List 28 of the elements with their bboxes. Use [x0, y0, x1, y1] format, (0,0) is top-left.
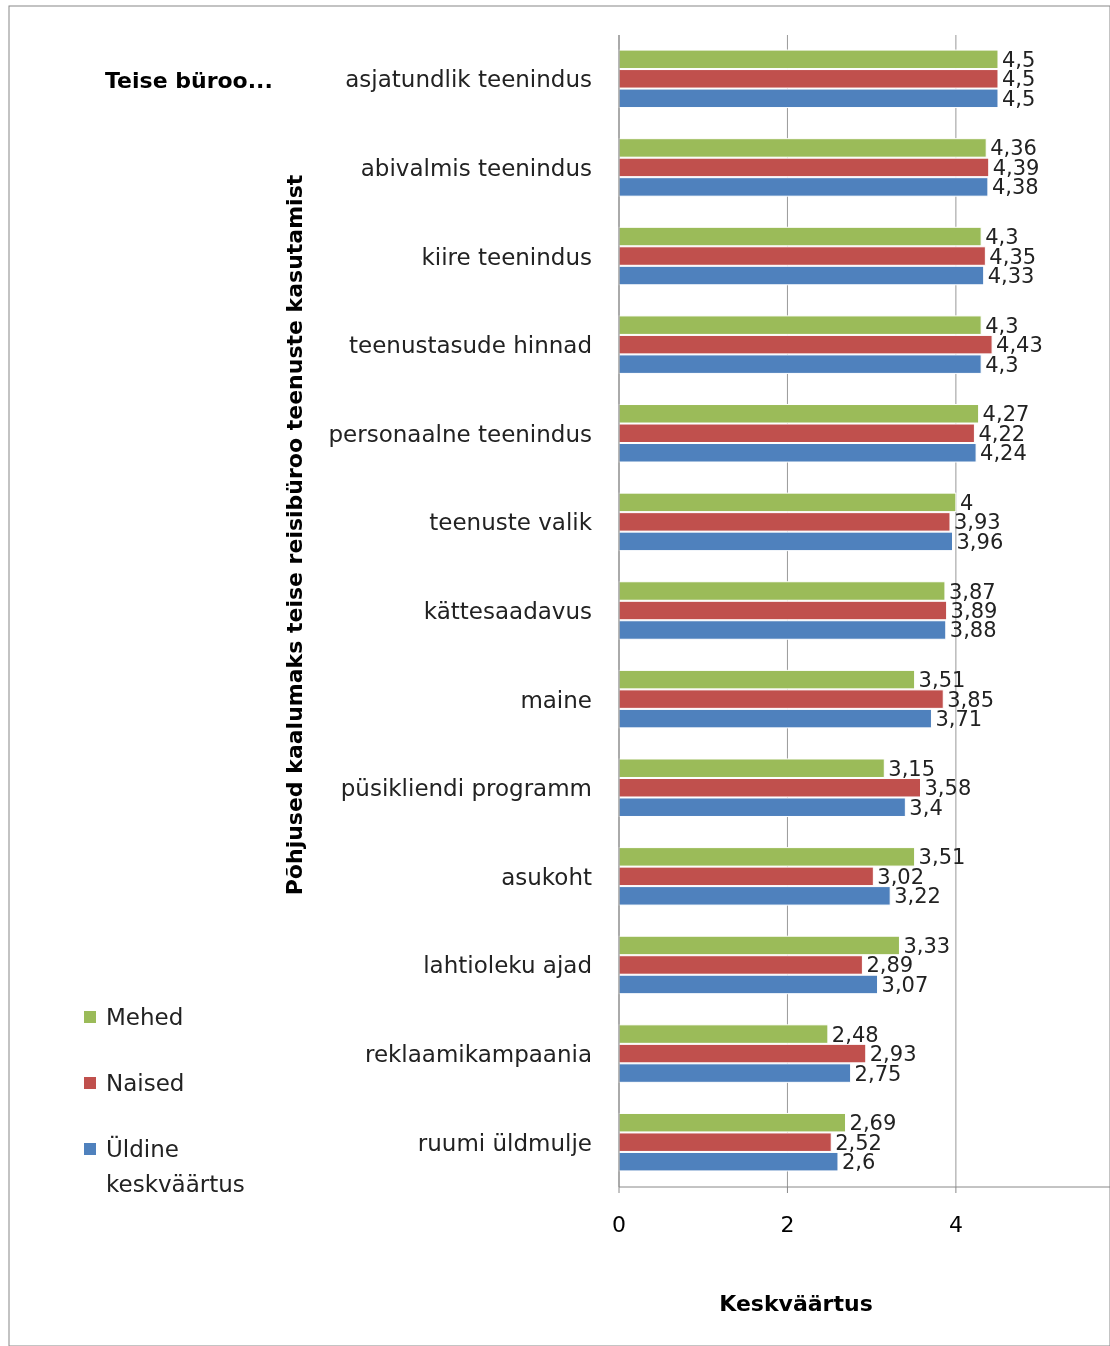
y-tick-label: asukoht	[501, 863, 592, 890]
x-tick-label: 2	[780, 1212, 795, 1237]
data-label: 3,85	[947, 687, 995, 712]
text: Teise büroo...	[105, 68, 273, 93]
legend-label: Üldine keskväärtus	[106, 1135, 245, 1197]
legend-label: Mehed	[106, 1004, 184, 1030]
y-tick-label: asjatundlik teenindus	[345, 66, 592, 93]
y-tick-label: teenustasude hinnad	[348, 332, 592, 359]
y-tick-label: maine	[520, 686, 592, 713]
data-label: 4,3	[985, 313, 1019, 338]
y-tick-label: personaalne teenindus	[328, 420, 592, 447]
legend-label: Naised	[106, 1070, 185, 1096]
data-label: 3,15	[888, 756, 936, 781]
y-tick-label: reklaamikampaania	[364, 1041, 592, 1068]
y-axis-title: Põhjused kaalumaks teise reisibüroo teenuste kasutamist	[282, 174, 307, 896]
data-label: 4,5	[1001, 47, 1036, 72]
y-tick-label: kiire teenindus	[421, 243, 592, 270]
x-axis-title: Keskväärtus	[719, 1291, 873, 1316]
x-tick-label: 0	[612, 1212, 626, 1237]
y-tick-label: ruumi üldmulje	[417, 1129, 592, 1156]
y-tick-label: püsikliendi programm	[340, 775, 592, 802]
x-tick-label: 4	[948, 1212, 963, 1237]
y-tick-label: abivalmis teenindus	[360, 154, 592, 181]
y-tick-label: teenuste valik	[429, 509, 593, 536]
y-tick-label: lahtioleku ajad	[423, 952, 592, 979]
data-label: 3,87	[948, 579, 996, 604]
y-tick-label: kättesaadavus	[423, 598, 592, 624]
data-label: 2,48	[831, 1022, 879, 1047]
